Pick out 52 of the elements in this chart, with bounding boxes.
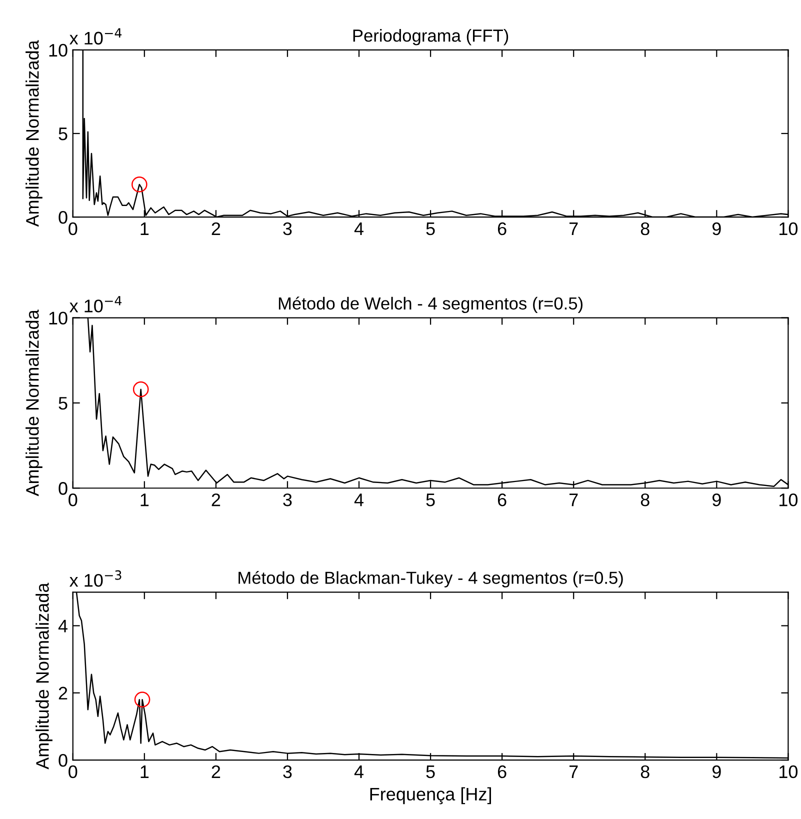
x-tick-label: 4 <box>354 766 364 778</box>
y-tick-label: 4 <box>58 620 68 632</box>
x-tick-label: 10 <box>780 765 798 778</box>
x-tick-label: 3 <box>283 765 292 778</box>
text: x 10$^{−4}$ <box>70 296 122 312</box>
x-tick-label: 10 <box>780 493 798 506</box>
x-tick-label: 7 <box>570 222 578 235</box>
text: x 10$^{−3}$ <box>70 570 122 587</box>
y-tick-label: 0 <box>58 754 68 767</box>
x-tick-label: 2 <box>212 222 220 235</box>
y-tick-label: 10 <box>49 312 68 324</box>
x-tick-label: 4 <box>354 222 364 235</box>
x-tick-label: 6 <box>498 493 506 506</box>
x-tick-label: 7 <box>570 766 578 778</box>
x-tick-label: 0 <box>68 493 78 506</box>
text: x 10$^{−4}$ <box>70 28 122 45</box>
y-axis-title: Amplitude Normalizada <box>26 40 42 227</box>
y-axis-title: Amplitude Normalizada <box>26 310 42 496</box>
x-tick-label: 9 <box>712 493 721 506</box>
x-tick-label: 4 <box>354 494 364 506</box>
x-tick-label: 5 <box>426 222 435 236</box>
x-tick-label: 8 <box>640 222 650 236</box>
x-tick-label: 7 <box>570 494 578 506</box>
x-tick-label: 2 <box>212 765 220 778</box>
x-axis-title: Frequença [Hz] <box>370 787 491 804</box>
x-tick-label: 1 <box>140 766 149 778</box>
x-tick-label: 10 <box>780 222 798 236</box>
y-tick-label: 0 <box>58 482 68 495</box>
x-tick-label: 6 <box>498 765 506 778</box>
y-axis-title: Amplitude Normalizada <box>36 582 52 770</box>
y-tick-label: 10 <box>49 44 68 57</box>
x-tick-label: 0 <box>68 765 78 778</box>
x-tick-label: 2 <box>212 493 220 506</box>
x-tick-label: 8 <box>640 493 650 506</box>
x-tick-label: 5 <box>426 766 435 778</box>
x-tick-label: 9 <box>712 222 721 236</box>
x-tick-label: 1 <box>140 494 149 506</box>
y-tick-label: 0 <box>58 210 68 224</box>
chart-title: Método de Welch - 4 segmentos (r=0.5) <box>278 296 583 314</box>
x-tick-label: 6 <box>498 222 506 236</box>
x-tick-label: 3 <box>283 493 292 506</box>
x-tick-label: 9 <box>712 765 721 778</box>
x-tick-label: 8 <box>640 765 650 778</box>
chart-title: Método de Blackman-Tukey - 4 segmentos (r=0.5) <box>238 571 623 588</box>
x-tick-label: 1 <box>140 222 149 235</box>
y-tick-label: 5 <box>58 128 68 140</box>
y-tick-label: 5 <box>58 397 68 410</box>
x-tick-label: 0 <box>68 222 78 236</box>
y-tick-label: 2 <box>58 686 68 700</box>
x-tick-label: 5 <box>426 494 435 506</box>
x-tick-label: 3 <box>283 222 292 236</box>
chart-title: Periodograma (FFT) <box>353 29 508 46</box>
